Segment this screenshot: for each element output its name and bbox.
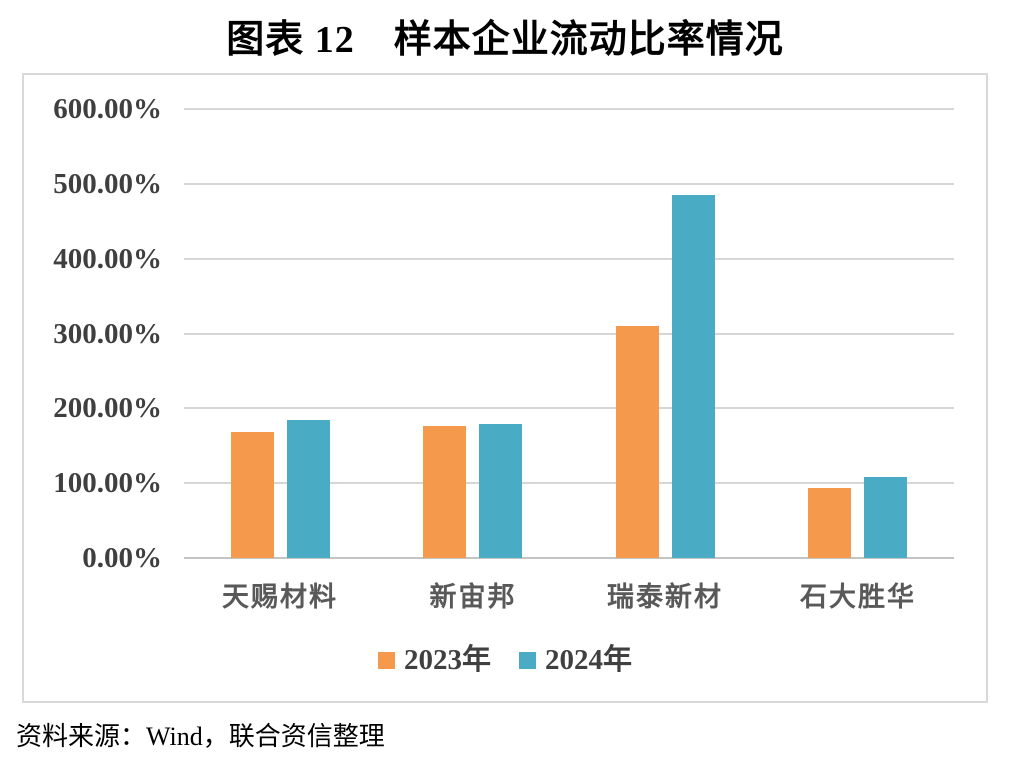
category-label: 天赐材料 [222,582,338,612]
y-axis-tick-label: 400.00% [53,242,162,275]
y-axis-tick-label: 200.00% [53,392,162,425]
source-note: 资料来源：Wind，联合资信整理 [16,722,385,751]
gridline [184,257,954,260]
category-label: 石大胜华 [800,582,916,612]
legend-label: 2023年 [403,644,491,676]
bar-2023-cat2 [423,426,466,558]
category-label: 新宙邦 [429,582,517,612]
gridline [184,407,954,410]
bar-2023-cat3 [616,326,659,558]
bar-2024-cat3 [672,195,715,558]
bar-2023-cat4 [808,488,851,558]
legend-swatch-2023 [377,651,395,669]
legend-swatch-2024 [519,651,536,669]
gridline [184,108,954,110]
category-label: 瑞泰新材 [607,582,723,612]
y-axis-tick-label: 500.00% [53,167,162,200]
bar-2023-cat1 [231,432,274,558]
x-axis-line [184,557,954,559]
y-axis-tick-label: 300.00% [53,317,162,350]
bar-2024-cat2 [479,424,522,558]
chart-frame: 0.00% 100.00% 200.00% 300.00% 400.00% 500.00%… [22,73,988,703]
bar-2024-cat1 [287,420,330,558]
y-axis-tick-label: 600.00% [53,93,162,125]
chart-title: 图表 12 样本企业流动比率情况 [226,19,784,61]
gridline [184,332,954,335]
legend-label: 2024年 [545,644,633,676]
bar-2024-cat4 [864,477,907,558]
gridline [184,482,954,485]
y-axis-tick-label: 100.00% [53,467,162,500]
legend-item-2023: 2023年 [377,644,491,676]
legend: 2023年 2024年 [24,645,986,675]
y-axis-tick-label: 0.00% [82,542,162,574]
gridline [184,182,954,185]
legend-item-2024: 2024年 [519,645,632,675]
